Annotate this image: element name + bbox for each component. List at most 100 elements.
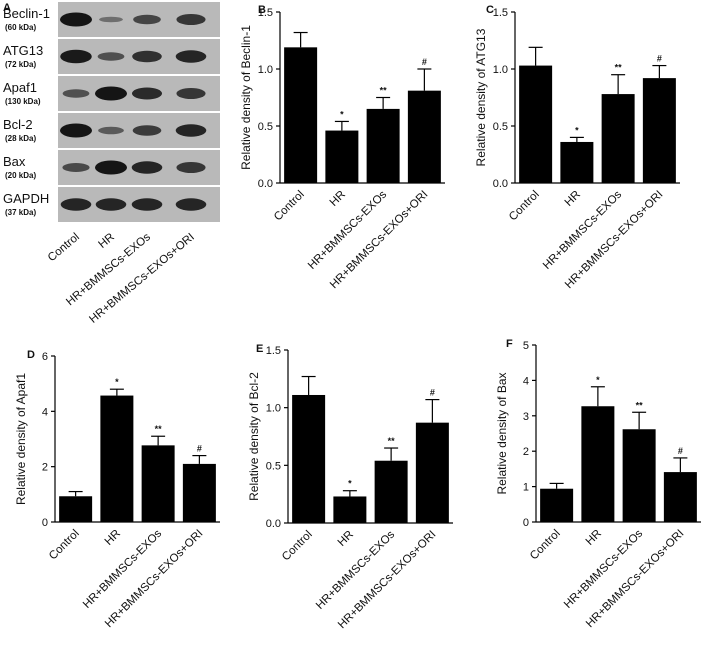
- x-category-label: HR: [563, 189, 583, 209]
- y-axis-label: Relative density of Apaf1: [14, 373, 28, 505]
- bar: [601, 94, 635, 183]
- significance-mark: **: [636, 400, 644, 410]
- significance-mark: **: [380, 86, 388, 96]
- blot-band: [176, 88, 206, 99]
- blot-lane-label: HR: [96, 231, 116, 251]
- y-tick-label: 1.0: [493, 64, 508, 76]
- blot-band: [132, 50, 162, 63]
- x-category-label: HR: [328, 189, 348, 209]
- blot-kda-label: (37 kDa): [5, 208, 36, 217]
- blot-band: [62, 89, 90, 98]
- chart-panel-b: B 0.0 0.5 1.0 1.5 Relative density of Beclin-…: [239, 4, 445, 291]
- x-category-label: Control: [528, 528, 563, 563]
- y-axis-label: Relative density of Bax: [495, 372, 509, 494]
- significance-mark: #: [678, 446, 683, 456]
- bar: [519, 65, 553, 183]
- y-axis-label: Relative density of ATG13: [474, 28, 488, 166]
- y-tick-label: 4: [42, 406, 48, 418]
- blot-protein-label: Apaf1: [3, 80, 37, 95]
- bar: [59, 496, 93, 522]
- y-tick-label: 0.0: [258, 178, 273, 190]
- significance-mark: #: [430, 388, 435, 398]
- y-tick-label: 0: [42, 517, 48, 529]
- blot-kda-label: (72 kDa): [5, 60, 36, 69]
- bar: [366, 108, 400, 183]
- blot-band: [62, 163, 90, 172]
- y-tick-label: 2: [42, 462, 48, 474]
- significance-mark: #: [422, 57, 427, 67]
- chart-panel-f: F 0 1 2 3 4 5 Relative density of Bax Control * HR…: [495, 338, 701, 630]
- blot-band: [60, 198, 92, 211]
- y-tick-label: 3: [523, 411, 529, 423]
- blot-band: [176, 14, 206, 25]
- significance-mark: **: [388, 436, 396, 446]
- blot-band: [131, 87, 163, 100]
- x-category-label: HR+BMMSCs-EXOs: [306, 188, 389, 271]
- significance-mark: #: [657, 54, 662, 64]
- bar: [415, 422, 449, 523]
- blot-protein-label: Beclin-1: [3, 6, 50, 21]
- blot-band: [60, 49, 92, 64]
- blot-band: [95, 160, 127, 175]
- y-tick-label: 1.0: [258, 64, 273, 76]
- blot-band: [133, 14, 161, 25]
- blot-band: [98, 126, 124, 135]
- blot-band: [95, 86, 127, 101]
- significance-mark: *: [340, 109, 344, 119]
- y-tick-label: 1.5: [493, 7, 508, 19]
- x-category-label: Control: [47, 528, 82, 563]
- significance-mark: **: [155, 424, 163, 434]
- panel-label-f: F: [506, 338, 513, 350]
- x-category-label: HR: [103, 528, 123, 548]
- y-tick-label: 1: [523, 482, 529, 494]
- y-tick-label: 6: [42, 351, 48, 363]
- blot-band: [97, 52, 125, 61]
- panel-label-b: B: [258, 4, 266, 16]
- x-category-label: Control: [507, 189, 542, 224]
- blot-band: [175, 198, 207, 211]
- x-category-label: Control: [272, 189, 307, 224]
- x-category-label: HR: [336, 529, 356, 549]
- chart-panel-d: D 0 2 4 6 Relative density of Apaf1 Control * HR…: [14, 349, 220, 630]
- y-axis-label: Relative density of Bcl-2: [247, 372, 261, 501]
- blot-kda-label: (20 kDa): [5, 171, 36, 180]
- y-tick-label: 2: [523, 446, 529, 458]
- blot-lane-label: Control: [46, 231, 82, 264]
- x-category-label: HR+BMMSCs-EXOs: [81, 527, 164, 610]
- blot-band: [131, 161, 163, 174]
- panel-label-a: A: [3, 2, 11, 14]
- bar: [374, 460, 408, 523]
- significance-mark: *: [596, 375, 600, 385]
- y-axis-label: Relative density of Beclin-1: [239, 25, 253, 170]
- significance-mark: #: [197, 444, 202, 454]
- blot-kda-label: (60 kDa): [5, 23, 36, 32]
- x-category-label: HR+BMMSCs-EXOs: [562, 527, 645, 610]
- bar: [284, 47, 318, 184]
- blot-band: [176, 162, 206, 173]
- blot-band: [95, 198, 127, 211]
- x-category-label: HR: [584, 528, 604, 548]
- y-tick-label: 0.0: [493, 178, 508, 190]
- blot-band: [132, 125, 162, 136]
- panel-label-d: D: [27, 349, 35, 361]
- y-tick-label: 5: [523, 340, 529, 352]
- y-tick-label: 1.5: [266, 345, 281, 357]
- x-category-label: Control: [280, 529, 315, 564]
- significance-mark: **: [615, 63, 623, 73]
- significance-mark: *: [575, 125, 579, 135]
- bar: [333, 496, 367, 523]
- blot-band: [99, 16, 123, 23]
- x-category-label: HR+BMMSCs-EXOs: [314, 528, 397, 611]
- bar: [407, 90, 441, 183]
- bar: [325, 130, 359, 183]
- blot-protein-label: GAPDH: [3, 191, 49, 206]
- bar: [100, 395, 134, 522]
- blot-kda-label: (130 kDa): [5, 97, 41, 106]
- panel-label-c: C: [486, 4, 494, 16]
- blot-band: [175, 124, 207, 137]
- bar: [540, 488, 574, 522]
- y-tick-label: 0.5: [493, 121, 508, 133]
- y-tick-label: 0: [523, 517, 529, 529]
- x-category-label: HR+BMMSCs-EXOs: [541, 188, 624, 271]
